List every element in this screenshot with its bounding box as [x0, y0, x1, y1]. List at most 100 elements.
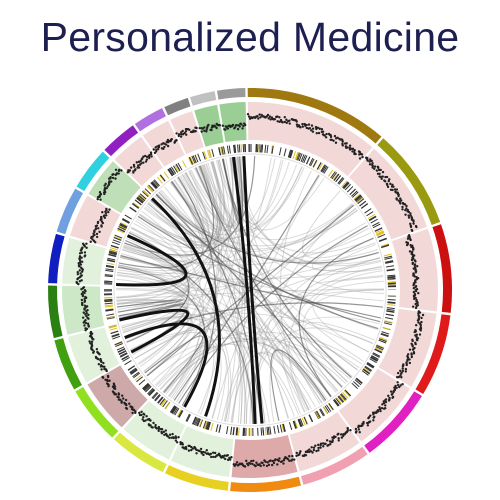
ideogram-tick	[105, 308, 114, 311]
link	[116, 234, 188, 287]
ideogram-tick	[337, 396, 344, 403]
ideogram-tick	[171, 406, 177, 414]
scatter-dot	[396, 371, 400, 375]
data-track	[70, 195, 121, 247]
scatter-dot	[99, 192, 103, 196]
scatter-dot	[79, 272, 82, 275]
link	[269, 327, 374, 422]
ideogram-tick	[112, 239, 121, 244]
ideogram-tick	[350, 190, 358, 197]
scatter-dot	[137, 166, 141, 169]
ideogram-tick	[152, 392, 159, 400]
chromosome-band	[76, 151, 110, 192]
scatter-dot	[250, 459, 253, 463]
scatter-dot	[336, 433, 339, 436]
link	[122, 227, 189, 266]
scatter-dot	[83, 254, 87, 257]
scatter-dot	[295, 454, 298, 458]
link	[215, 160, 325, 231]
scatter-dot	[95, 224, 99, 227]
scatter-dot	[268, 459, 271, 463]
scatter-dot	[92, 350, 95, 353]
link	[302, 288, 385, 392]
ideogram-tick	[386, 268, 395, 271]
ideogram-tick	[127, 365, 135, 371]
ideogram-tick	[129, 368, 138, 374]
ideogram-tick	[372, 352, 381, 357]
scatter-dot	[120, 169, 123, 172]
ideogram-tick	[152, 180, 160, 187]
scatter-dot	[139, 159, 142, 163]
scatter-dot	[416, 319, 420, 322]
ideogram-tick	[134, 199, 142, 206]
scatter-dot	[105, 186, 108, 190]
ideogram-tick	[364, 365, 373, 371]
scatter-dot	[100, 368, 103, 371]
ideogram-tick	[176, 409, 182, 417]
scatter-dot	[157, 144, 161, 147]
scatter-dot	[124, 398, 128, 402]
link	[173, 179, 243, 424]
link	[139, 164, 218, 244]
scatter-dot	[210, 455, 213, 459]
link	[115, 289, 186, 332]
scatter-dot	[381, 175, 384, 178]
scatter-dot	[411, 229, 414, 233]
data-track	[289, 411, 360, 472]
scatter-dot	[152, 148, 155, 151]
scatter-dot	[195, 452, 198, 455]
ideogram-tick	[211, 148, 215, 157]
scatter-dot	[157, 427, 161, 431]
ideogram-tick	[111, 333, 120, 337]
scatter-dot	[156, 148, 160, 151]
ideogram-tick	[314, 411, 320, 420]
scatter-dot	[273, 459, 276, 462]
scatter-dot	[368, 163, 372, 166]
scatter-dot	[99, 357, 102, 361]
scatter-dot	[94, 227, 98, 230]
scatter-dot	[346, 426, 349, 430]
scatter-dot	[118, 168, 121, 172]
ideogram-tick	[383, 322, 392, 326]
scatter-dot	[339, 433, 343, 436]
ideogram-tick	[139, 194, 146, 201]
scatter-dot	[245, 459, 248, 463]
scatter-dot	[420, 320, 423, 324]
scatter-dot	[415, 225, 418, 229]
link	[119, 308, 190, 354]
chromosome-band	[217, 88, 246, 100]
ideogram-tick	[114, 234, 123, 239]
scatter-dot	[81, 246, 84, 249]
link	[116, 161, 221, 305]
link	[116, 274, 215, 415]
ideogram-tick	[159, 398, 166, 406]
scatter-dot	[212, 451, 215, 454]
scatter-dot	[332, 139, 335, 142]
ideogram-tick	[387, 276, 396, 279]
ideogram-tick	[178, 410, 184, 418]
ideogram-tick	[374, 348, 383, 353]
scatter-dot	[372, 416, 375, 419]
ideogram-tick	[261, 144, 263, 153]
link	[118, 264, 323, 404]
scatter-dot	[415, 339, 419, 342]
scatter-dot	[414, 324, 418, 327]
scatter-dot	[408, 250, 412, 253]
scatter-dot	[404, 367, 408, 371]
link	[211, 161, 321, 405]
ideogram-tick	[148, 389, 156, 397]
link	[116, 162, 219, 298]
link	[221, 243, 377, 422]
scatter-dot	[333, 134, 337, 138]
scatter-dot	[80, 251, 84, 254]
scatter-dot	[101, 365, 105, 368]
scatter-dot	[122, 397, 125, 400]
ideogram-tick	[114, 341, 123, 346]
link	[189, 159, 231, 228]
ideogram-tick	[117, 228, 126, 233]
link	[125, 240, 254, 424]
ideogram-tick	[150, 182, 157, 190]
scatter-dot	[199, 447, 203, 451]
link	[151, 331, 360, 382]
